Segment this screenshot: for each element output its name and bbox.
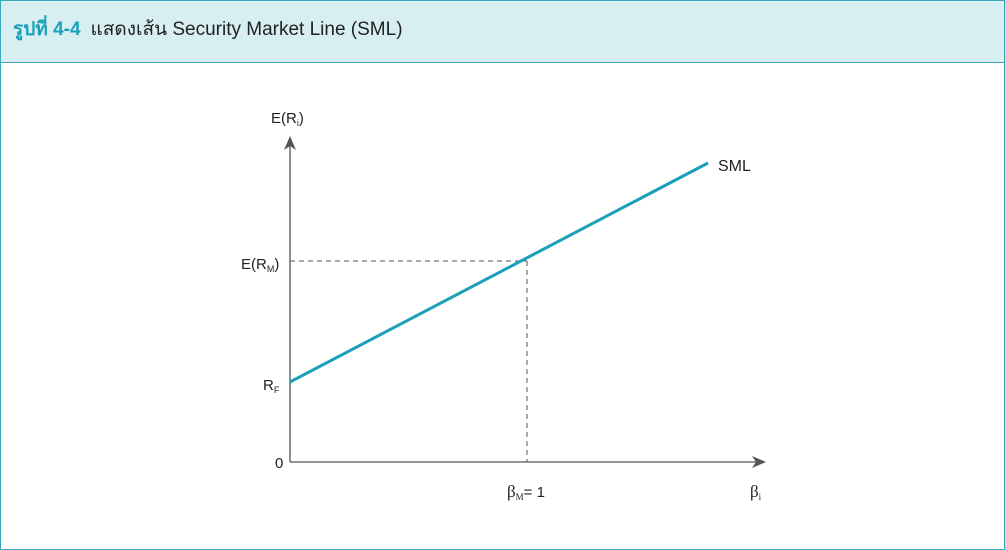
figure-caption: รูปที่ 4-4 แสดงเส้น Security Market Line … (13, 18, 403, 42)
sml-label: SML (718, 158, 751, 175)
figure-header: รูปที่ 4-4 แสดงเส้น Security Market Line … (1, 1, 1004, 63)
origin-label: 0 (275, 455, 283, 472)
sml-line (289, 161, 709, 384)
risk-free-label: RF (263, 377, 280, 395)
figure-number: รูปที่ 4-4 (13, 19, 81, 40)
figure-title: แสดงเส้น Security Market Line (SML) (90, 19, 403, 40)
y-axis-label: E(Ri) (271, 110, 304, 128)
x-axis-label: βi (750, 482, 762, 502)
market-beta-label: βM= 1 (507, 482, 545, 502)
market-return-label: E(RM) (241, 256, 279, 274)
